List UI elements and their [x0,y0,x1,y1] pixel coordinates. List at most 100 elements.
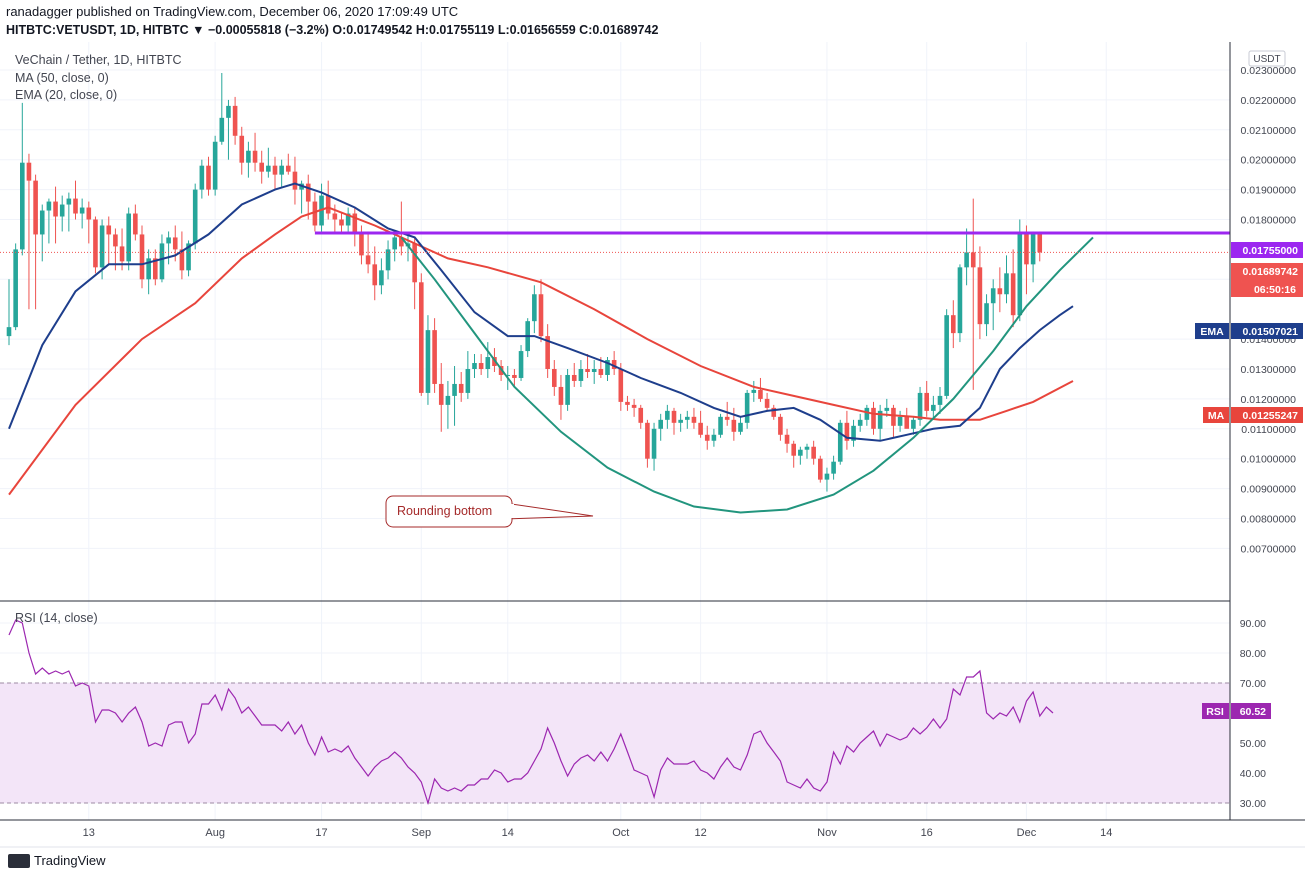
candle-body [625,401,630,405]
candle [585,354,590,378]
candle-body [818,458,823,480]
candle [1017,219,1023,322]
candle [305,174,311,220]
candle [359,225,364,265]
candle-body [990,288,996,304]
candle-body [611,360,617,369]
candle [751,380,757,402]
price-tick-label: 0.01000000 [1241,454,1297,466]
time-tick-label: Oct [612,827,629,839]
last-price-value: 0.01689742 [1243,266,1299,278]
candle [804,443,810,459]
candle [997,267,1003,313]
candle [558,374,564,420]
price-tick-label: 0.00900000 [1241,484,1297,496]
legend-ema[interactable]: EMA (20, close, 0) [15,88,118,102]
candle [625,395,630,411]
chart-header: ranadagger published on TradingView.com,… [6,4,658,37]
candle [678,413,683,432]
candle-body [133,213,138,235]
close-value: C:0.01689742 [579,23,659,37]
candle [6,279,12,346]
rounding-bottom-text: Rounding bottom [397,504,492,518]
candle-body [917,392,923,420]
candle-body [79,207,85,214]
candle-body [778,416,783,435]
candle [325,180,331,220]
candle [425,315,431,405]
candle [791,440,796,468]
candle [990,279,996,331]
candle-body [724,416,730,420]
candle [871,401,876,435]
candle [485,342,491,378]
candle [46,198,52,244]
candle-body [552,369,557,387]
candle [837,419,843,465]
candle [784,428,790,453]
resistance-value: 0.01755000 [1243,245,1299,257]
candle [1024,225,1029,295]
candle [638,404,644,429]
candle [1010,249,1016,328]
candle [897,410,903,432]
candle [984,294,989,337]
candle-body [419,282,424,393]
legend-pair[interactable]: VeChain / Tether, 1D, HITBTC [15,53,182,67]
candle [199,159,205,199]
ema-badge: EMA 0.01507021 [1195,323,1303,339]
currency-box[interactable] [1248,50,1286,67]
price-tick-label: 0.00700000 [1241,543,1297,555]
candle [1037,231,1043,262]
candle [345,207,351,232]
time-tick-label: Sep [412,827,432,839]
candle [139,225,145,289]
candle-body [86,207,92,220]
time-tick-label: 14 [1100,827,1112,839]
legend-rsi[interactable]: RSI (14, close) [15,611,98,625]
candle-body [26,162,32,181]
candle [59,195,65,232]
rsi-tick-label: 90.00 [1240,618,1266,630]
candle-body [239,135,245,163]
legend-ma[interactable]: MA (50, close, 0) [15,71,109,85]
candle [126,207,131,271]
candle-body [704,434,710,441]
candle [758,377,763,402]
candle [917,386,923,426]
candle [246,141,251,178]
candle-body [53,201,58,217]
candle-body [93,219,98,268]
candle [472,354,477,378]
candle-body [59,204,65,217]
candle [79,198,85,229]
candle [133,204,138,241]
candle [478,354,484,375]
candle [711,428,717,447]
last-price-badge: 0.01689742 06:50:16 [1231,263,1303,297]
candle [904,407,910,429]
candle [73,180,78,220]
candle-body [638,407,644,423]
candle-body [272,165,278,175]
candle-body [399,237,404,247]
candle-body [718,416,723,435]
candle [738,416,743,435]
candle [811,440,816,465]
candle-body [744,392,750,423]
candle [964,228,969,286]
candle-body [153,258,158,280]
candle-body [279,165,284,175]
candle-body [6,327,12,337]
tradingview-logo[interactable]: TradingView [8,853,106,868]
rsi-badge: RSI 60.52 [1202,703,1271,719]
candle [166,231,171,265]
open-value: O:0.01749542 [332,23,413,37]
candle-body [911,419,916,429]
candle-body [538,294,544,337]
candle [1004,255,1009,304]
candle-body [585,369,590,372]
candle-body [811,446,816,459]
candle [771,404,777,420]
